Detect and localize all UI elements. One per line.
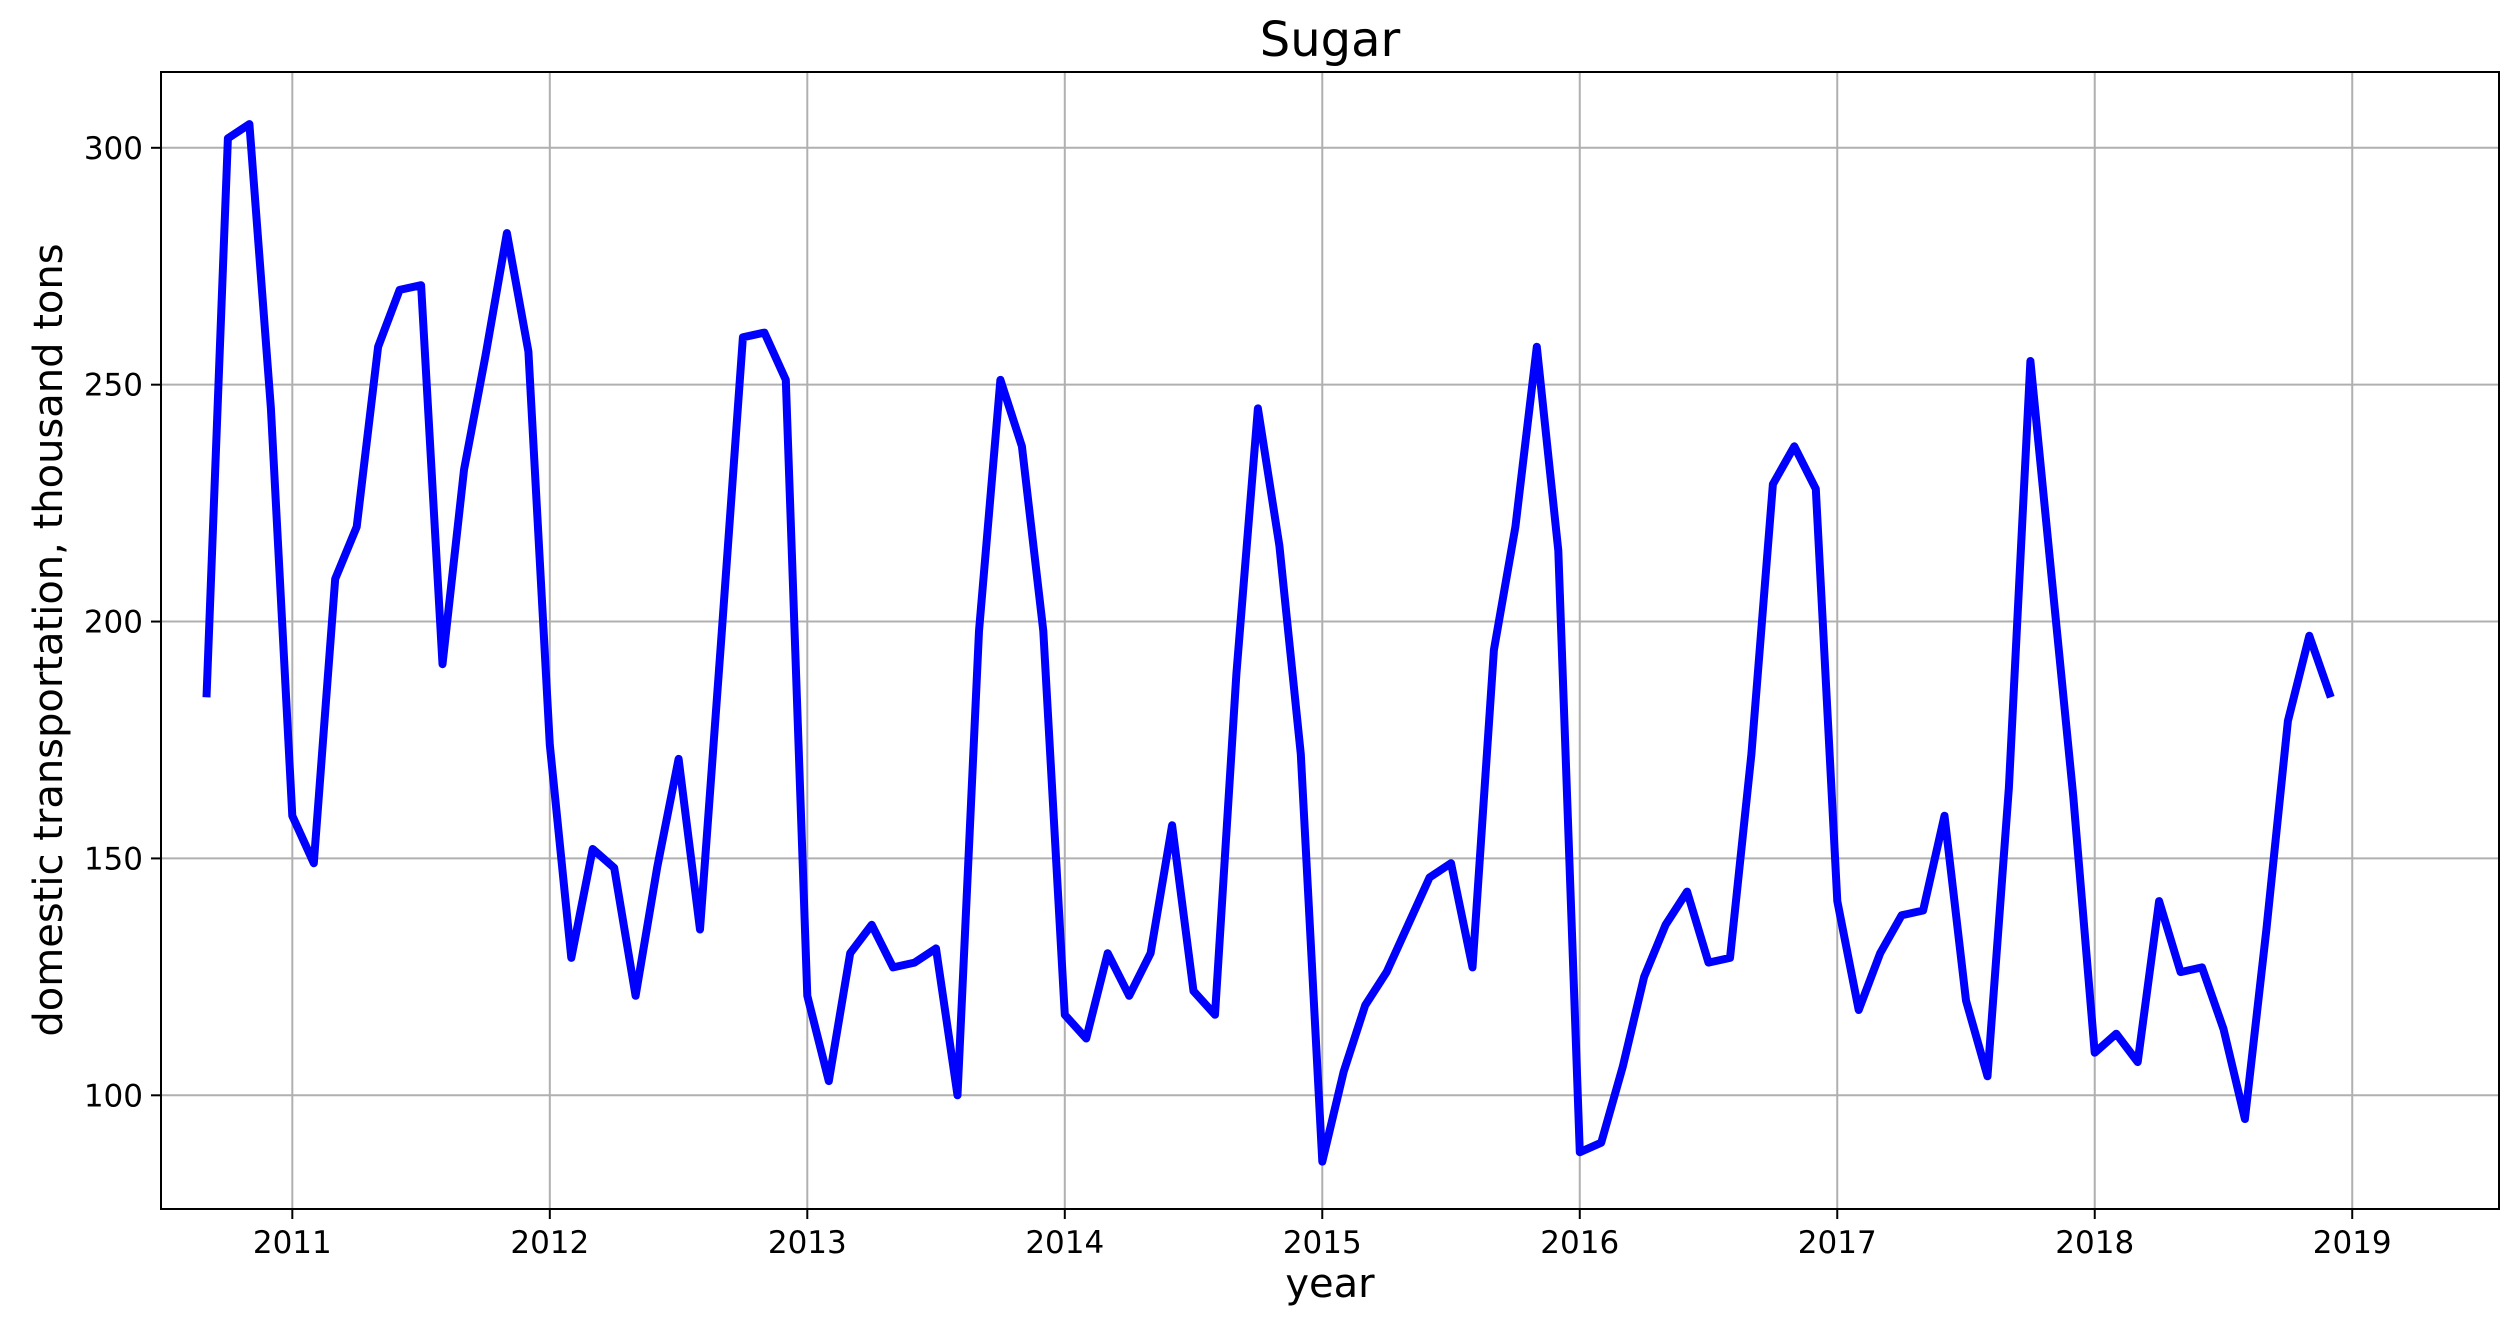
y-tick-label: 300 <box>84 131 143 167</box>
x-tick-label: 2019 <box>2313 1225 2392 1261</box>
ticks: 2011 2012 2013 2014 2015 2016 2017 2018 2019 100 1… <box>84 131 2392 1261</box>
x-tick-label: 2011 <box>253 1225 332 1261</box>
x-tick-label: 2015 <box>1283 1225 1362 1261</box>
y-tick-label: 100 <box>84 1078 143 1114</box>
y-tick-label: 150 <box>84 841 143 877</box>
x-tick-label: 2018 <box>2055 1225 2134 1261</box>
x-tick-label: 2014 <box>1025 1225 1104 1261</box>
x-tick-label: 2017 <box>1798 1225 1877 1261</box>
axes-frame <box>160 71 2500 1210</box>
y-tick-label: 250 <box>84 368 143 404</box>
chart-title: Sugar <box>1260 12 1401 68</box>
y-axis-label: domestic transportation, thousand tons <box>26 243 72 1036</box>
x-tick-label: 2012 <box>510 1225 589 1261</box>
x-axis-label: year <box>1285 1261 1375 1307</box>
x-tick-label: 2013 <box>768 1225 847 1261</box>
series-layer <box>202 120 2335 1166</box>
x-tick-label: 2016 <box>1540 1225 1619 1261</box>
y-tick-label: 200 <box>84 605 143 641</box>
grid <box>161 72 2499 1209</box>
series-line <box>202 120 2335 1166</box>
